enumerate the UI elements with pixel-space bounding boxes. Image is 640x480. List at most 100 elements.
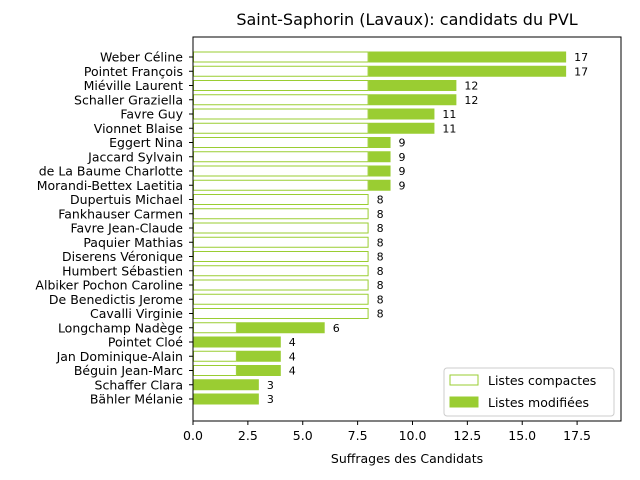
bar-value-label: 9	[399, 165, 406, 178]
bar-listes-modifiees	[368, 108, 435, 120]
x-tick-label: 15.0	[508, 428, 536, 443]
bar-listes-modifiees	[368, 94, 457, 106]
chart-title: Saint-Saphorin (Lavaux): candidats du PV…	[236, 10, 577, 29]
bar-value-label: 8	[377, 208, 384, 221]
bar-value-label: 9	[399, 179, 406, 192]
bar-value-label: 8	[377, 222, 384, 235]
category-label: Humbert Sébastien	[62, 263, 183, 278]
bar-listes-compactes	[193, 293, 369, 305]
legend-frame	[443, 367, 615, 417]
bar-listes-compactes	[193, 322, 237, 334]
x-tick-label: 12.5	[453, 428, 481, 443]
bar-listes-compactes	[193, 179, 369, 191]
bar-listes-compactes	[193, 279, 369, 291]
x-tick-label: 10.0	[399, 428, 427, 443]
bar-value-label: 12	[464, 94, 478, 107]
bar-value-label: 3	[267, 379, 274, 392]
bar-listes-modifiees	[368, 137, 391, 148]
category-label: Jaccard Sylvain	[87, 149, 183, 164]
bar-listes-modifiees	[236, 350, 281, 362]
bar-value-label: 11	[442, 108, 456, 121]
bar-listes-compactes	[193, 108, 369, 120]
category-label: de La Baume Charlotte	[39, 164, 184, 179]
bar-listes-modifiees	[368, 165, 391, 177]
bar-listes-compactes	[193, 365, 237, 376]
bar-value-label: 8	[377, 194, 384, 207]
bar-listes-modifiees	[368, 179, 391, 191]
bar-listes-modifiees	[236, 322, 325, 334]
bar-value-label: 4	[289, 350, 296, 363]
legend-label-modifiees: Listes modifiées	[488, 395, 589, 410]
bar-value-label: 4	[289, 336, 296, 349]
category-label: Cavalli Virginie	[90, 306, 183, 321]
bar-value-label: 8	[377, 279, 384, 292]
category-label: Longchamp Nadège	[58, 320, 183, 335]
category-label: Eggert Nina	[109, 135, 183, 150]
bar-listes-compactes	[193, 236, 369, 248]
category-label: Pointet Cloé	[108, 335, 183, 350]
category-label: Favre Jean-Claude	[70, 221, 183, 236]
bar-listes-modifiees	[193, 379, 259, 391]
legend-label-compactes: Listes compactes	[488, 373, 596, 388]
bar-listes-compactes	[193, 65, 369, 77]
legend: Listes compactes Listes modifiées	[443, 367, 615, 417]
category-label: Dupertuis Michael	[70, 192, 183, 207]
category-label: Bähler Mélanie	[90, 392, 183, 407]
bar-listes-compactes	[193, 122, 369, 134]
bar-listes-compactes	[193, 265, 369, 277]
category-label: Miéville Laurent	[84, 78, 183, 93]
bar-value-label: 12	[464, 80, 478, 93]
bar-listes-modifiees	[236, 365, 281, 376]
bar-value-label: 9	[399, 151, 406, 164]
bar-listes-compactes	[193, 94, 369, 106]
bar-listes-modifiees	[368, 65, 567, 77]
bar-listes-compactes	[193, 151, 369, 163]
category-label: Diserens Véronique	[62, 249, 183, 264]
bar-listes-compactes	[193, 251, 369, 262]
bar-value-label: 8	[377, 251, 384, 264]
bar-value-label: 17	[574, 65, 588, 78]
bar-listes-compactes	[193, 208, 369, 220]
x-tick-label: 0.0	[183, 428, 203, 443]
bar-value-label: 11	[442, 122, 456, 135]
x-tick-label: 7.5	[348, 428, 368, 443]
bar-listes-compactes	[193, 222, 369, 234]
bar-listes-modifiees	[368, 80, 457, 91]
category-label: Pointet François	[84, 64, 183, 79]
category-label: Jan Dominique-Alain	[56, 349, 183, 364]
category-label: Morandi-Bettex Laetitia	[37, 178, 183, 193]
bar-value-label: 8	[377, 265, 384, 278]
bar-listes-compactes	[193, 80, 369, 91]
category-label: Weber Céline	[100, 50, 183, 65]
bar-listes-compactes	[193, 165, 369, 177]
x-tick-label: 17.5	[563, 428, 591, 443]
bar-listes-compactes	[193, 137, 369, 148]
x-ticks-group: 0.0 2.5 5.0 7.5 10.0 12.5 15.0 17.5	[183, 421, 591, 443]
bar-value-label: 17	[574, 51, 588, 64]
category-label: Albiker Pochon Caroline	[35, 278, 183, 293]
bar-value-label: 6	[333, 322, 340, 335]
bar-value-label: 3	[267, 393, 274, 406]
bar-listes-compactes	[193, 308, 369, 319]
x-tick-label: 2.5	[238, 428, 258, 443]
bar-value-label: 4	[289, 365, 296, 378]
bar-listes-modifiees	[193, 336, 281, 348]
plot-frame	[192, 36, 622, 422]
bar-listes-compactes	[193, 350, 237, 362]
category-label: Béguin Jean-Marc	[74, 363, 183, 378]
bar-value-label: 8	[377, 308, 384, 321]
category-label: Fankhauser Carmen	[58, 206, 183, 221]
category-label: Schaller Graziella	[74, 92, 183, 107]
bar-listes-compactes	[193, 51, 369, 63]
category-label: Favre Guy	[120, 107, 183, 122]
legend-swatch-modifiees	[449, 396, 479, 408]
bar-value-label: 8	[377, 293, 384, 306]
bar-listes-modifiees	[193, 393, 259, 405]
category-label: De Benedictis Jerome	[49, 292, 183, 307]
bar-listes-modifiees	[368, 151, 391, 163]
bar-value-label: 9	[399, 137, 406, 150]
category-label: Paquier Mathias	[83, 235, 183, 250]
legend-swatch-compactes	[449, 374, 479, 386]
